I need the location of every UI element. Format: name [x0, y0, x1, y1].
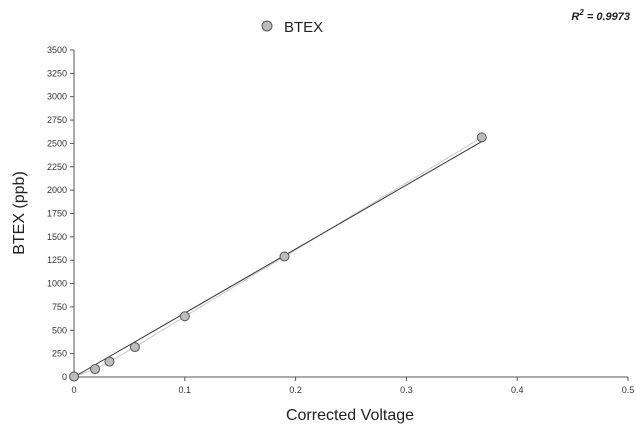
x-tick-label: 0	[71, 385, 76, 395]
x-tick-label: 0.2	[289, 385, 302, 395]
y-axis-title: BTEX (ppb)	[11, 171, 28, 255]
y-tick-label: 3250	[47, 68, 67, 78]
y-tick-label: 2250	[47, 162, 67, 172]
r-squared-exponent: 2	[578, 8, 584, 17]
y-axis-ticks: 0 250 500 750 1000 1250 1500 1750 2000 2250 2500 27…	[47, 45, 74, 382]
series-connector-line	[73, 136, 483, 378]
data-point	[279, 251, 290, 262]
data-point	[69, 371, 79, 382]
y-tick-label: 1000	[47, 279, 67, 289]
series-connector-path	[73, 136, 483, 378]
y-tick-label: 1500	[47, 232, 67, 242]
y-tick-label: 3000	[47, 92, 67, 102]
r-squared-symbol: R	[571, 11, 579, 23]
x-tick-label: 0.5	[622, 385, 635, 395]
trendline	[73, 141, 482, 378]
y-tick-label: 500	[52, 325, 67, 335]
r-squared-value: = 0.9973	[584, 11, 630, 23]
trendline-path	[73, 141, 482, 378]
x-tick-label: 0.4	[511, 385, 524, 395]
y-tick-label: 750	[52, 302, 67, 312]
data-point	[104, 356, 115, 367]
r-squared-label: R2 = 0.9973	[571, 8, 630, 23]
legend-label: BTEX	[284, 19, 323, 36]
x-tick-label: 0.3	[400, 385, 413, 395]
y-tick-label: 2750	[47, 115, 67, 125]
x-axis-title: Corrected Voltage	[286, 407, 414, 424]
x-axis-ticks: 0 0.1 0.2 0.3 0.4 0.5	[71, 377, 634, 395]
data-point	[90, 364, 101, 375]
legend: BTEX	[261, 19, 323, 36]
y-tick-label: 1250	[47, 255, 67, 265]
legend-marker-icon	[261, 20, 273, 32]
data-points	[69, 132, 487, 382]
data-point	[179, 311, 190, 322]
x-tick-label: 0.1	[179, 385, 192, 395]
data-point	[476, 132, 487, 143]
y-tick-label: 0	[62, 372, 67, 382]
y-tick-label: 1750	[47, 209, 67, 219]
y-tick-label: 250	[52, 349, 67, 359]
y-tick-label: 2500	[47, 138, 67, 148]
data-point	[129, 342, 140, 353]
y-tick-label: 3500	[47, 45, 67, 55]
y-tick-label: 2000	[47, 185, 67, 195]
